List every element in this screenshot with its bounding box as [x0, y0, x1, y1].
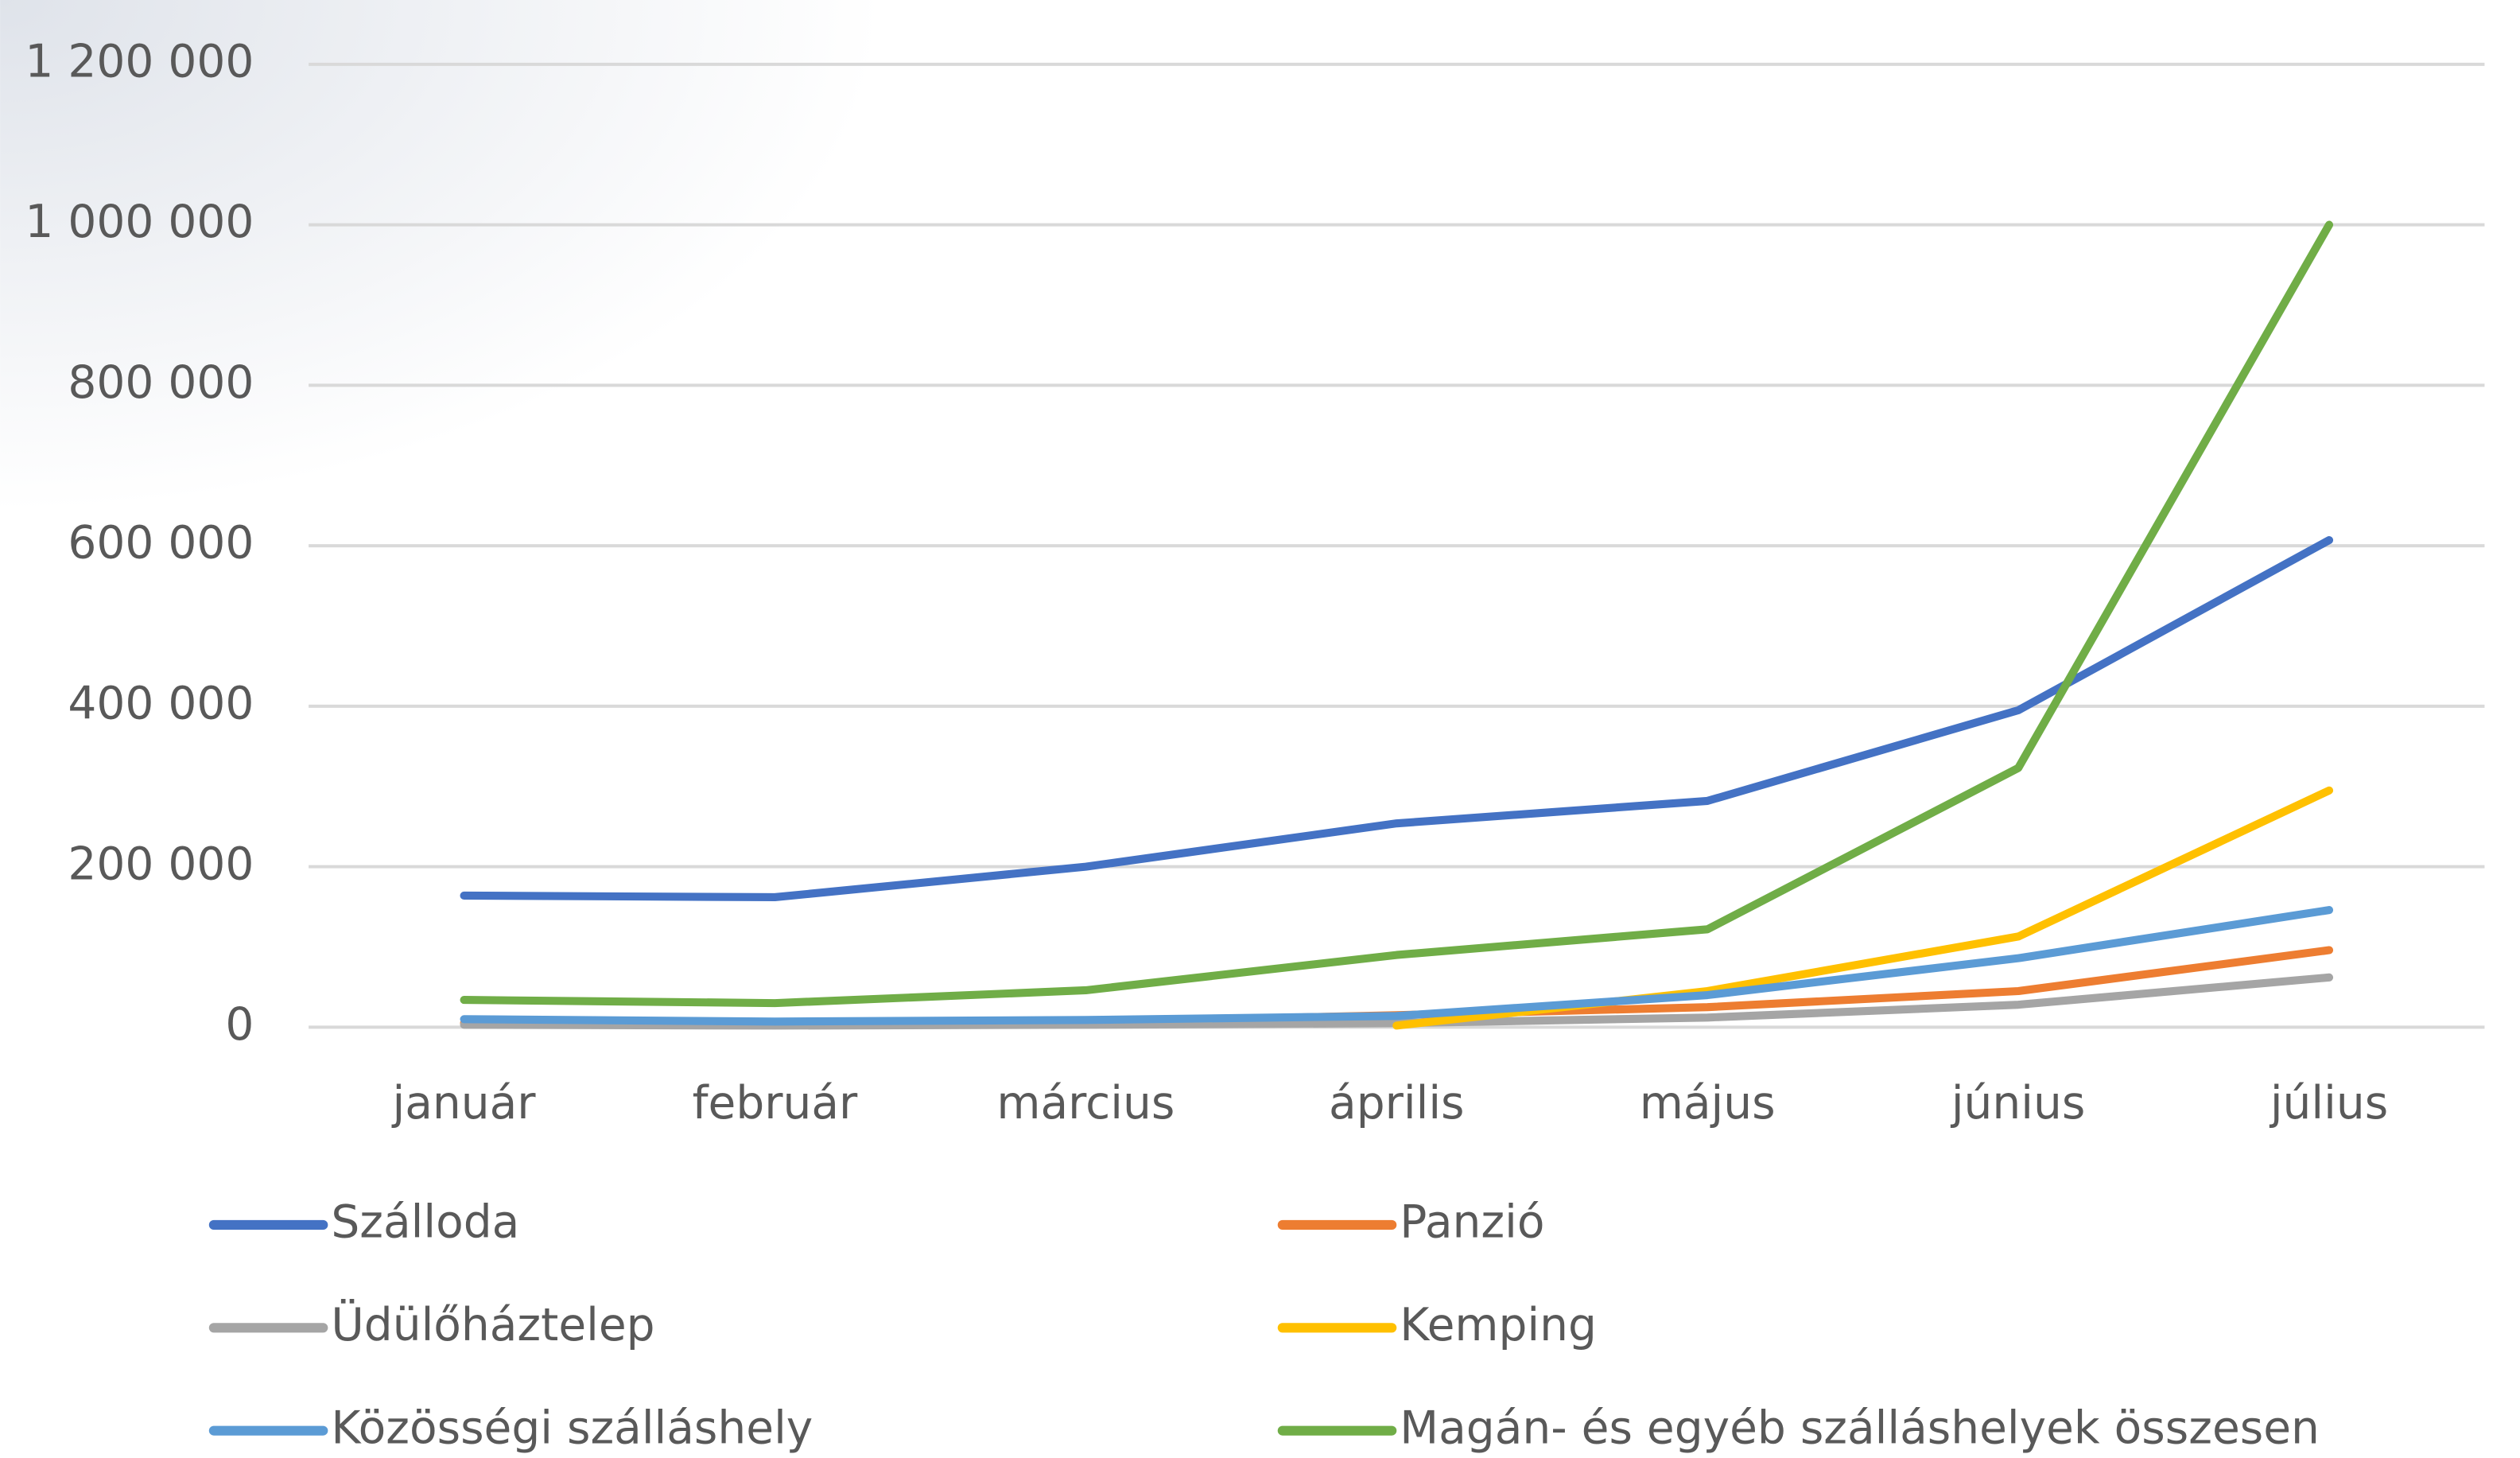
- y-tick-label: 1 200 000: [25, 35, 254, 87]
- legend-label: Közösségi szálláshely: [331, 1402, 813, 1454]
- legend-label: Magán- és egyéb szálláshelyek összesen: [1400, 1402, 2320, 1454]
- y-tick-label: 0: [225, 998, 254, 1051]
- x-tick-label: május: [1640, 1077, 1776, 1129]
- series-line: [460, 220, 2334, 1008]
- x-tick-label: április: [1329, 1077, 1464, 1129]
- series-line: [460, 535, 2334, 902]
- legend-label: Kemping: [1400, 1299, 1597, 1351]
- y-tick-label: 600 000: [68, 517, 254, 570]
- x-tick-label: június: [1950, 1077, 2086, 1129]
- x-tick-label: július: [2269, 1077, 2388, 1129]
- legend-label: Üdülőháztelep: [331, 1298, 654, 1351]
- legend-label: Panzió: [1400, 1196, 1544, 1249]
- x-tick-label: január: [391, 1077, 537, 1129]
- y-tick-label: 800 000: [68, 356, 254, 409]
- y-tick-label: 1 000 000: [25, 196, 254, 248]
- x-tick-label: március: [996, 1077, 1175, 1129]
- y-tick-label: 200 000: [68, 838, 254, 890]
- legend-label: Szálloda: [331, 1196, 519, 1249]
- y-tick-label: 400 000: [68, 677, 254, 729]
- series-line: [460, 906, 2334, 1026]
- x-tick-label: február: [693, 1077, 858, 1129]
